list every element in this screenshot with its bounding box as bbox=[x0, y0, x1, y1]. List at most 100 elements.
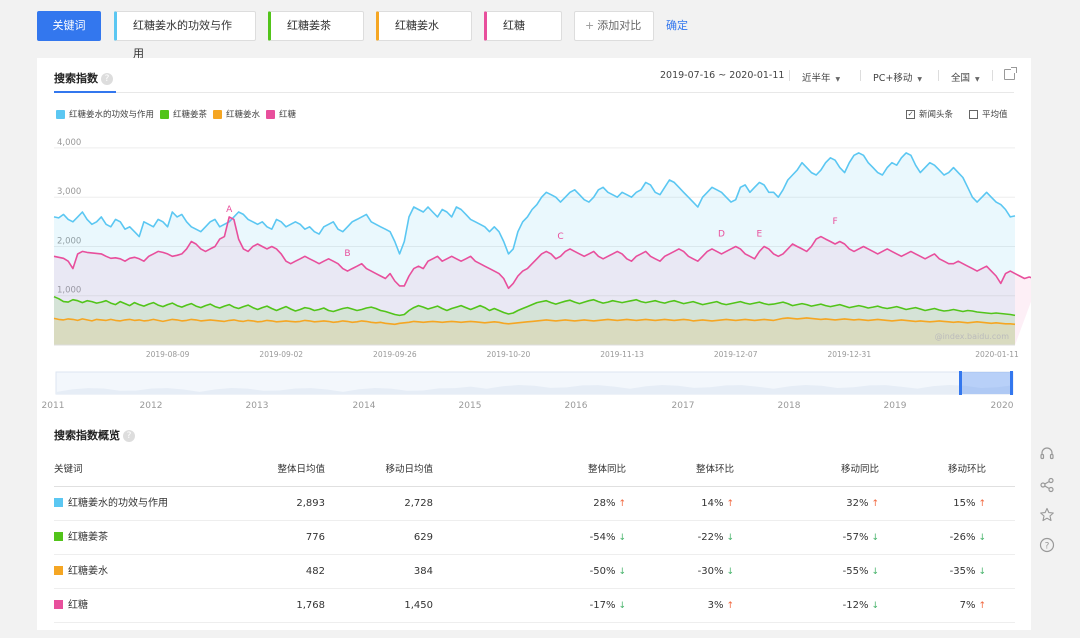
series-line[interactable] bbox=[53, 216, 1031, 290]
news-headline-checkbox[interactable]: ✓ 新闻头条 bbox=[906, 108, 953, 120]
keyword-tag-3[interactable]: 红糖姜水 bbox=[376, 11, 472, 41]
legend-item[interactable]: 红糖姜水的功效与作用 bbox=[56, 108, 154, 120]
period-select[interactable]: 近半年 ▼ bbox=[802, 70, 840, 84]
series-line[interactable] bbox=[53, 317, 1016, 326]
header-mobile-avg: 移动日均值 bbox=[385, 464, 433, 475]
navigator-year-label: 2011 bbox=[42, 401, 65, 408]
event-marker[interactable]: C bbox=[557, 232, 563, 242]
export-icon[interactable] bbox=[1004, 67, 1017, 80]
keyword-tag-label: 红糖 bbox=[503, 19, 525, 32]
event-marker[interactable]: D bbox=[718, 230, 725, 240]
divider bbox=[992, 70, 993, 81]
legend-label: 红糖姜茶 bbox=[173, 110, 208, 120]
row-keyword-text: 红糖姜水 bbox=[68, 566, 108, 577]
device-select[interactable]: PC+移动 ▼ bbox=[873, 70, 922, 84]
add-compare-button[interactable]: + 添加对比 bbox=[574, 11, 654, 41]
row-mobile-mom-value: -35% bbox=[949, 566, 976, 577]
keyword-tag-1[interactable]: 红糖姜水的功效与作用 bbox=[114, 11, 256, 60]
row-mobile-avg: 2,728 bbox=[404, 498, 433, 509]
divider bbox=[938, 70, 939, 81]
row-mobile-mom: 7% ↑ bbox=[960, 589, 986, 623]
divider bbox=[860, 70, 861, 81]
legend-swatch bbox=[266, 109, 276, 119]
header-keyword: 关键词 bbox=[54, 464, 83, 475]
row-overall-yoy: -54% ↓ bbox=[590, 521, 626, 555]
trend-down-icon: ↓ bbox=[978, 567, 986, 577]
row-keyword-text: 红糖 bbox=[68, 600, 88, 611]
trend-down-icon: ↓ bbox=[978, 533, 986, 543]
table-row: 红糖姜茶 776 629 -54% ↓ -22% ↓ -57% ↓ -26% ↓ bbox=[54, 521, 1015, 555]
event-marker[interactable]: F bbox=[833, 217, 838, 227]
navigator-selection[interactable] bbox=[959, 372, 1013, 394]
series-line[interactable] bbox=[53, 295, 1016, 317]
help-icon[interactable]: ? bbox=[123, 430, 135, 442]
svg-text:?: ? bbox=[1045, 542, 1050, 552]
legend-swatch bbox=[56, 109, 65, 119]
row-overall-avg: 2,893 bbox=[296, 498, 325, 509]
trend-up-icon: ↑ bbox=[871, 499, 879, 509]
row-mobile-avg: 1,450 bbox=[404, 600, 433, 611]
series-line[interactable] bbox=[53, 152, 1016, 255]
navigator-handle-right[interactable] bbox=[1010, 371, 1013, 395]
trend-up-icon: ↑ bbox=[978, 499, 986, 509]
keyword-tag-2[interactable]: 红糖姜茶 bbox=[268, 11, 364, 41]
trend-up-icon: ↑ bbox=[978, 601, 986, 611]
x-tick-label: 2019-08-09 bbox=[146, 350, 190, 359]
event-marker[interactable]: B bbox=[344, 249, 350, 259]
trend-up-icon: ↑ bbox=[726, 601, 734, 611]
date-range-picker[interactable]: 2019-07-16 ~ 2020-01-11 bbox=[660, 70, 785, 81]
average-checkbox[interactable]: 平均值 bbox=[969, 108, 1008, 120]
caret-down-icon: ▼ bbox=[835, 76, 841, 83]
news-headline-label: 新闻头条 bbox=[919, 110, 954, 120]
legend-item[interactable]: 红糖姜水 bbox=[213, 108, 260, 120]
row-mobile-mom-value: -26% bbox=[949, 532, 976, 543]
row-mobile-yoy: -12% ↓ bbox=[843, 589, 879, 623]
x-tick-label: 2019-12-07 bbox=[714, 350, 758, 359]
event-marker[interactable]: E bbox=[757, 230, 763, 240]
title-divider bbox=[54, 92, 1014, 93]
keyword-main-button[interactable]: 关键词 bbox=[37, 11, 101, 41]
y-tick-label: 2,000 bbox=[57, 236, 81, 246]
star-icon[interactable] bbox=[1039, 507, 1055, 523]
row-mobile-yoy-value: -55% bbox=[842, 566, 869, 577]
keyword-bar: 关键词 红糖姜水的功效与作用 红糖姜茶 红糖姜水 红糖 + 添加对比 确定 bbox=[0, 0, 1080, 60]
checkbox-icon bbox=[969, 109, 978, 119]
keyword-tag-label: 红糖姜水 bbox=[395, 19, 439, 32]
navigator-year-label: 2014 bbox=[353, 401, 376, 408]
help-icon[interactable]: ? bbox=[101, 73, 113, 85]
region-select[interactable]: 全国 ▼ bbox=[951, 70, 980, 84]
row-overall-mom: 3% ↑ bbox=[708, 589, 734, 623]
legend-label: 红糖姜水的功效与作用 bbox=[69, 110, 155, 120]
share-icon[interactable] bbox=[1039, 477, 1055, 493]
navigator-year-label: 2015 bbox=[459, 401, 482, 408]
row-overall-yoy: -17% ↓ bbox=[590, 589, 626, 623]
navigator-year-label: 2017 bbox=[672, 401, 695, 408]
row-mobile-yoy-value: -12% bbox=[842, 600, 869, 611]
panel-title: 搜索指数? bbox=[54, 70, 113, 86]
legend-swatch bbox=[160, 109, 170, 119]
navigator-handle-left[interactable] bbox=[959, 371, 962, 395]
keyword-tag-4[interactable]: 红糖 bbox=[484, 11, 562, 41]
trend-down-icon: ↓ bbox=[871, 601, 879, 611]
search-index-panel: 搜索指数? 2019-07-16 ~ 2020-01-11 近半年 ▼ PC+移动… bbox=[37, 58, 1031, 630]
row-overall-yoy-value: -54% bbox=[589, 532, 616, 543]
legend-item[interactable]: 红糖姜茶 bbox=[160, 108, 207, 120]
overview-title-text: 搜索指数概览 bbox=[54, 429, 120, 442]
legend-item[interactable]: 红糖 bbox=[266, 108, 296, 120]
search-index-chart[interactable]: 4,000 3,000 2,000 1,000 A B C D E F 2019-08-09 2019… bbox=[37, 133, 1031, 408]
x-tick-label: 2019-11-13 bbox=[600, 350, 644, 359]
confirm-link[interactable]: 确定 bbox=[666, 19, 688, 32]
row-keyword-text: 红糖姜茶 bbox=[68, 532, 108, 543]
x-tick-label: 2019-12-31 bbox=[828, 350, 872, 359]
divider bbox=[789, 70, 790, 81]
navigator-year-label: 2016 bbox=[565, 401, 588, 408]
row-overall-yoy-value: 28% bbox=[593, 498, 616, 509]
row-overall-mom-value: -22% bbox=[697, 532, 724, 543]
header-overall-avg: 整体日均值 bbox=[277, 464, 325, 475]
headset-icon[interactable] bbox=[1039, 446, 1055, 462]
help-circle-icon[interactable]: ? bbox=[1039, 537, 1055, 553]
x-tick-label: 2020-01-11 bbox=[975, 350, 1019, 359]
table-row: 红糖姜水的功效与作用 2,893 2,728 28% ↑ 14% ↑ 32% ↑ 15% ↑ bbox=[54, 487, 1015, 521]
row-overall-mom-value: 3% bbox=[707, 600, 724, 611]
event-marker[interactable]: A bbox=[226, 205, 233, 215]
